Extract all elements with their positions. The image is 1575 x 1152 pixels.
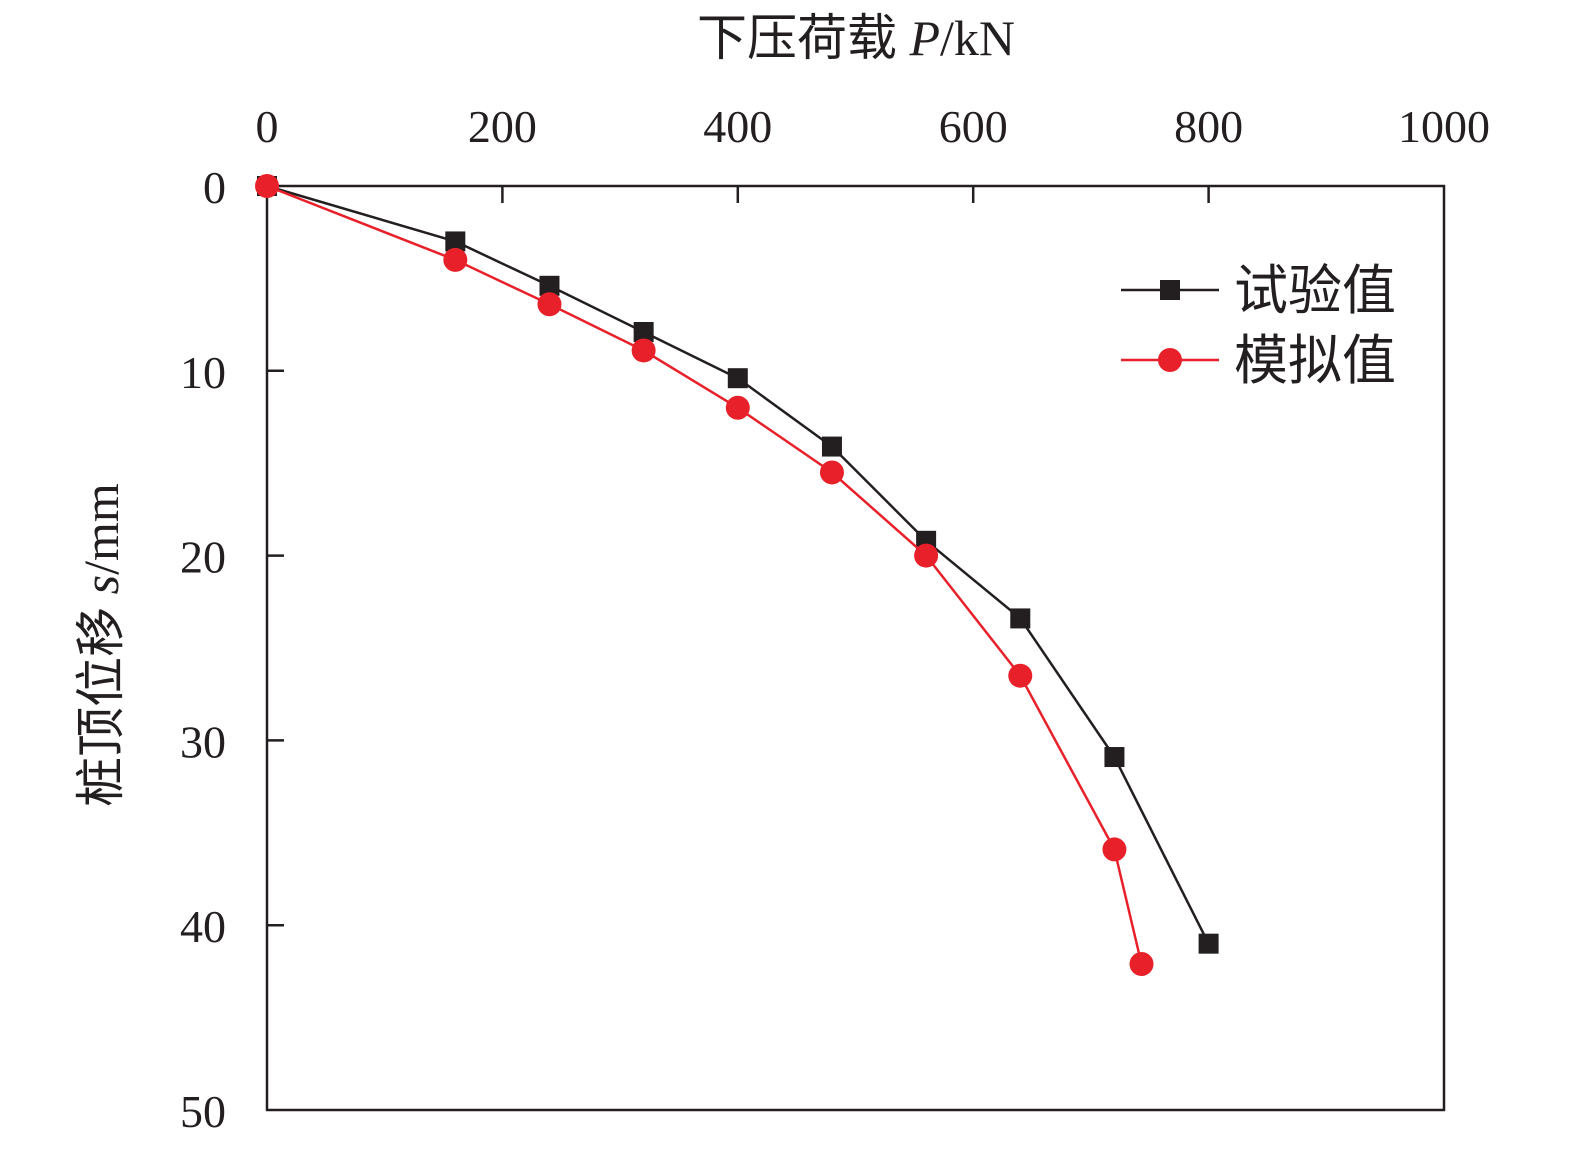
x-tick-label: 400	[703, 101, 772, 152]
legend-item-1: 试验值	[1121, 261, 1396, 321]
series-1-point	[821, 436, 842, 457]
ticks: 0 200 400 600 800 1000 0 10 20 30 40 50	[180, 101, 1490, 1137]
series-1-point	[1198, 933, 1219, 954]
y-axis-title-unit: /mm	[73, 483, 129, 575]
series-2-point	[631, 338, 656, 363]
series-2-point	[1102, 837, 1127, 862]
y-axis-title-main: 桩顶位移	[73, 594, 129, 807]
series-2-point	[537, 292, 562, 317]
y-tick-label: 10	[180, 347, 226, 398]
series-2-point	[255, 174, 279, 198]
y-axis-title: 桩顶位移 s/mm	[73, 483, 129, 807]
series-1-line	[266, 184, 1210, 945]
series-2	[255, 174, 1154, 977]
series-1-point	[633, 321, 654, 342]
series-1-point	[727, 368, 748, 389]
series-2-point	[914, 543, 939, 568]
series-2-point	[725, 395, 750, 420]
x-tick-label: 1000	[1398, 101, 1490, 152]
legend-marker	[1158, 348, 1182, 372]
x-axis-title-main: 下压荷载	[697, 10, 910, 66]
y-tick-label: 30	[180, 716, 226, 767]
x-axis-title: 下压荷载 P/kN	[697, 10, 1015, 66]
series-1	[257, 176, 1219, 954]
x-tick-label: 200	[468, 101, 537, 152]
y-tick-label: 40	[180, 901, 226, 952]
x-axis-title-unit: /kN	[940, 10, 1015, 66]
legend-marker	[1160, 280, 1180, 300]
y-tick-label: 50	[180, 1086, 226, 1137]
legend-label: 模拟值	[1234, 331, 1396, 391]
y-axis-title-var: s	[73, 575, 129, 594]
series-2-line	[266, 184, 1143, 965]
series-1-point	[1104, 747, 1125, 768]
axes	[265, 184, 1446, 1112]
y-tick-label: 0	[203, 162, 226, 213]
series-2-point	[1129, 952, 1154, 977]
series-1-point	[1010, 608, 1031, 629]
x-tick-label: 600	[939, 101, 1008, 152]
legend-label: 试验值	[1234, 261, 1396, 321]
x-tick-label: 800	[1174, 101, 1243, 152]
series-1-point	[539, 275, 560, 296]
x-axis-title-var: P	[908, 10, 940, 66]
series-2-point	[819, 460, 844, 485]
x-tick-label: 0	[256, 101, 279, 152]
series-1-point	[445, 231, 466, 252]
series-2-point	[1008, 663, 1033, 688]
series	[255, 174, 1219, 977]
series-2-point	[443, 247, 468, 272]
plot-frame	[265, 184, 1446, 1112]
legend-item-2: 模拟值	[1121, 331, 1396, 391]
y-tick-label: 20	[180, 532, 226, 583]
